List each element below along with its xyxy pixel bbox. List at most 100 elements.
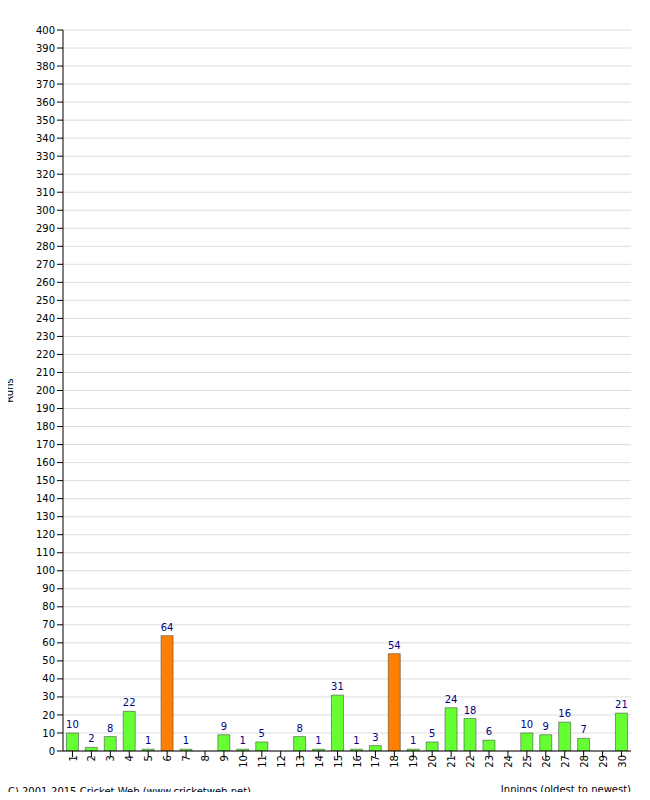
svg-text:10: 10	[238, 755, 249, 768]
svg-text:100: 100	[36, 565, 55, 576]
svg-text:2: 2	[86, 755, 97, 761]
svg-text:21: 21	[446, 755, 457, 768]
svg-text:250: 250	[36, 295, 55, 306]
svg-text:9: 9	[543, 721, 549, 732]
svg-text:54: 54	[388, 640, 401, 651]
svg-text:27: 27	[560, 755, 571, 768]
svg-text:1: 1	[68, 755, 79, 761]
svg-text:390: 390	[36, 43, 55, 54]
svg-text:40: 40	[42, 673, 55, 684]
svg-text:1: 1	[410, 735, 416, 746]
svg-text:70: 70	[42, 619, 55, 630]
svg-text:20: 20	[42, 710, 55, 721]
svg-text:180: 180	[36, 421, 55, 432]
svg-text:170: 170	[36, 439, 55, 450]
svg-text:90: 90	[42, 583, 55, 594]
svg-text:9: 9	[219, 755, 230, 761]
svg-text:110: 110	[36, 547, 55, 558]
svg-text:6: 6	[486, 726, 492, 737]
svg-text:18: 18	[389, 755, 400, 768]
svg-text:30: 30	[42, 691, 55, 702]
svg-text:10: 10	[520, 719, 533, 730]
svg-text:10: 10	[42, 728, 55, 739]
svg-text:50: 50	[42, 655, 55, 666]
svg-text:160: 160	[36, 457, 55, 468]
svg-text:130: 130	[36, 511, 55, 522]
svg-text:1: 1	[183, 735, 189, 746]
svg-text:7: 7	[181, 755, 192, 761]
svg-text:140: 140	[36, 493, 55, 504]
svg-text:5: 5	[259, 728, 265, 739]
svg-text:290: 290	[36, 223, 55, 234]
svg-text:22: 22	[465, 755, 476, 768]
svg-text:16: 16	[558, 708, 571, 719]
svg-text:4: 4	[124, 755, 135, 761]
svg-text:300: 300	[36, 205, 55, 216]
svg-text:1: 1	[353, 735, 359, 746]
svg-text:280: 280	[36, 241, 55, 252]
svg-text:Innings (oldest to newest): Innings (oldest to newest)	[501, 784, 631, 792]
svg-text:5: 5	[143, 755, 154, 761]
svg-text:10: 10	[66, 719, 79, 730]
svg-text:15: 15	[333, 755, 344, 768]
svg-text:25: 25	[522, 755, 533, 768]
svg-text:80: 80	[42, 601, 55, 612]
svg-text:13: 13	[295, 755, 306, 768]
svg-text:21: 21	[615, 699, 628, 710]
svg-text:16: 16	[352, 755, 363, 768]
svg-text:5: 5	[429, 728, 435, 739]
svg-text:1: 1	[145, 735, 151, 746]
svg-text:26: 26	[541, 755, 552, 768]
svg-text:8: 8	[200, 755, 211, 761]
svg-text:310: 310	[36, 187, 55, 198]
svg-text:8: 8	[296, 723, 302, 734]
svg-text:3: 3	[105, 755, 116, 761]
svg-text:120: 120	[36, 529, 55, 540]
svg-text:9: 9	[221, 721, 227, 732]
svg-text:18: 18	[464, 705, 477, 716]
svg-text:2: 2	[88, 733, 94, 744]
svg-text:370: 370	[36, 79, 55, 90]
svg-text:17: 17	[370, 755, 381, 768]
svg-text:200: 200	[36, 385, 55, 396]
svg-text:7: 7	[580, 724, 586, 735]
svg-text:220: 220	[36, 349, 55, 360]
svg-text:330: 330	[36, 151, 55, 162]
svg-text:19: 19	[408, 755, 419, 768]
svg-text:360: 360	[36, 97, 55, 108]
svg-text:31: 31	[331, 681, 344, 692]
svg-text:64: 64	[161, 622, 174, 633]
svg-text:14: 14	[314, 755, 325, 768]
svg-text:Runs: Runs	[8, 378, 15, 402]
svg-text:380: 380	[36, 61, 55, 72]
svg-text:11: 11	[257, 755, 268, 768]
html-text:(C) 2001-2015 Cricket Web (www: (C) 2001-2015 Cricket Web (www.cricketwe…	[4, 786, 251, 797]
svg-text:150: 150	[36, 475, 55, 486]
svg-text:260: 260	[36, 277, 55, 288]
svg-text:1: 1	[240, 735, 246, 746]
svg-text:1: 1	[315, 735, 321, 746]
svg-text:23: 23	[484, 755, 495, 768]
svg-text:190: 190	[36, 403, 55, 414]
svg-text:210: 210	[36, 367, 55, 378]
svg-text:3: 3	[372, 732, 378, 743]
svg-text:20: 20	[427, 755, 438, 768]
svg-text:22: 22	[123, 697, 136, 708]
svg-text:28: 28	[579, 755, 590, 768]
svg-text:29: 29	[598, 755, 609, 768]
svg-text:30: 30	[617, 755, 628, 768]
svg-text:6: 6	[162, 755, 173, 761]
svg-text:400: 400	[36, 25, 55, 36]
svg-text:340: 340	[36, 133, 55, 144]
svg-text:350: 350	[36, 115, 55, 126]
svg-text:230: 230	[36, 331, 55, 342]
svg-text:0: 0	[49, 746, 55, 757]
svg-text:8: 8	[107, 723, 113, 734]
svg-text:12: 12	[276, 755, 287, 768]
svg-text:270: 270	[36, 259, 55, 270]
svg-text:24: 24	[445, 694, 458, 705]
svg-text:320: 320	[36, 169, 55, 180]
svg-text:60: 60	[42, 637, 55, 648]
svg-text:24: 24	[503, 755, 514, 768]
svg-text:240: 240	[36, 313, 55, 324]
